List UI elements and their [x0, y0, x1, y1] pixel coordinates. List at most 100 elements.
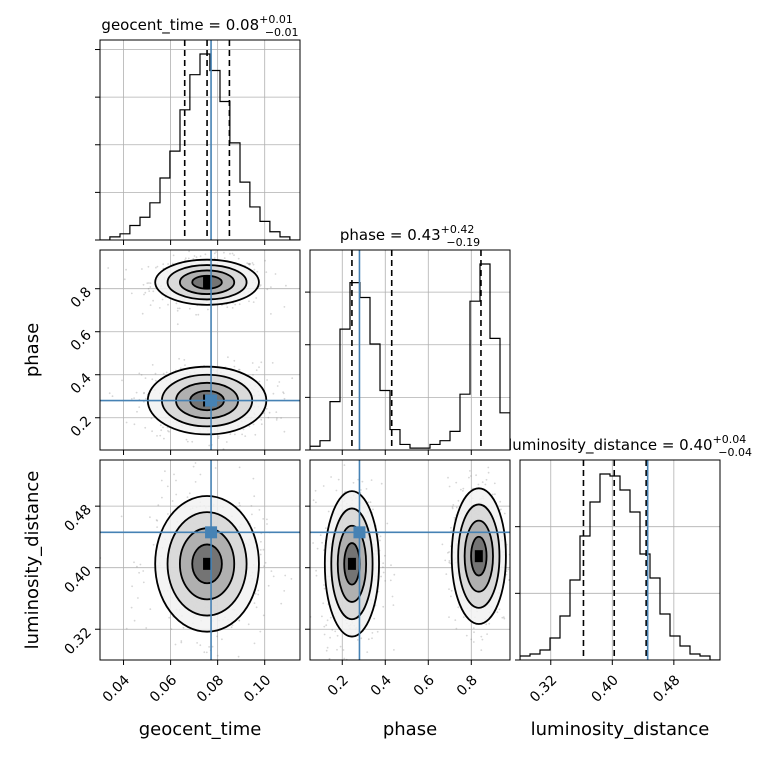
sample-point [121, 379, 123, 382]
sample-point [167, 668, 169, 670]
sample-point [166, 485, 169, 488]
sample-point [444, 559, 447, 562]
sample-point [462, 490, 464, 492]
sample-point [263, 565, 265, 568]
sample-point [493, 482, 496, 485]
sample-point [226, 306, 229, 309]
sample-point [182, 626, 185, 629]
x-axis-label-phase: phase [383, 719, 437, 740]
x-tick-label: 0.8 [454, 672, 481, 699]
sample-point [360, 489, 362, 491]
sample-point [246, 262, 249, 265]
sample-point [325, 624, 328, 627]
sample-point [252, 374, 254, 376]
sample-point [342, 649, 345, 651]
x-tick-label: 0.08 [194, 672, 227, 705]
sample-point [496, 611, 499, 614]
sample-point [326, 619, 329, 622]
sample-point [266, 518, 268, 521]
sample-point [450, 595, 452, 598]
sample-point [125, 627, 128, 630]
sample-point [192, 465, 195, 468]
sample-point [171, 262, 174, 265]
sample-point [107, 267, 110, 269]
sample-point [155, 266, 157, 269]
sample-point [271, 362, 274, 364]
panel-title-geocent_time: geocent_time = 0.08+0.01 −0.01 [101, 13, 298, 39]
sample-point [191, 440, 194, 443]
sample-point [259, 549, 262, 551]
sample-point [144, 377, 147, 379]
sample-point [392, 604, 395, 606]
sample-point [260, 540, 262, 543]
sample-point [319, 534, 322, 536]
sample-point [515, 528, 517, 530]
sample-point [141, 268, 143, 270]
sample-point [510, 572, 512, 574]
sample-point [275, 419, 278, 421]
y-tick-label: 0.8 [68, 284, 95, 311]
sample-point [448, 551, 450, 553]
sample-point [258, 366, 260, 369]
title-prefix: phase = [340, 226, 407, 244]
sample-point [457, 606, 460, 609]
contour-0-2 [178, 269, 236, 295]
sample-point [231, 624, 234, 627]
contour-1-0 [450, 487, 507, 625]
sample-point [336, 634, 339, 637]
sample-point [329, 636, 331, 639]
sample-point [195, 256, 198, 259]
sample-point [450, 526, 452, 529]
sample-point [447, 551, 449, 554]
sample-point [322, 602, 325, 605]
y-tick-label: 0.32 [61, 625, 94, 658]
sample-point [260, 418, 263, 421]
sample-point [138, 406, 141, 408]
sample-point [214, 467, 217, 469]
panel-frame [519, 459, 721, 661]
sample-point [145, 627, 148, 629]
sample-point [382, 571, 385, 574]
sample-point [251, 362, 254, 364]
contour-0-0 [154, 258, 260, 306]
sample-point [147, 265, 150, 268]
sample-point [136, 565, 138, 568]
sample-point [230, 626, 233, 629]
sample-point [173, 473, 175, 476]
x-tick-label: 0.48 [650, 672, 683, 705]
sample-point [352, 481, 355, 484]
sample-point [373, 617, 376, 620]
sample-point [386, 522, 389, 525]
sample-point [488, 622, 491, 625]
sample-point [265, 407, 268, 410]
sample-point [142, 570, 145, 572]
sample-point [485, 623, 488, 626]
sample-point [238, 368, 240, 371]
sample-point [138, 571, 141, 574]
sample-point [391, 595, 394, 598]
sample-point [223, 251, 225, 254]
sample-point [274, 273, 277, 275]
sample-point [312, 542, 314, 544]
sample-point [144, 291, 147, 294]
plot-area [100, 250, 300, 450]
sample-point [135, 391, 138, 394]
sample-point [502, 454, 504, 456]
sample-point [258, 380, 261, 383]
sample-point [326, 646, 329, 649]
y-tick-label: 0.40 [61, 563, 94, 596]
sample-point [331, 628, 334, 631]
plot-area [520, 460, 720, 660]
sample-point [125, 268, 127, 271]
sample-point [154, 379, 157, 382]
sample-point [393, 649, 395, 651]
sample-point [167, 303, 169, 306]
sample-point [503, 512, 506, 515]
sample-point [180, 641, 183, 644]
sample-point [253, 527, 256, 529]
sample-point [184, 364, 186, 366]
sample-point [455, 627, 458, 630]
sample-point [149, 516, 151, 519]
sample-point [259, 630, 262, 633]
